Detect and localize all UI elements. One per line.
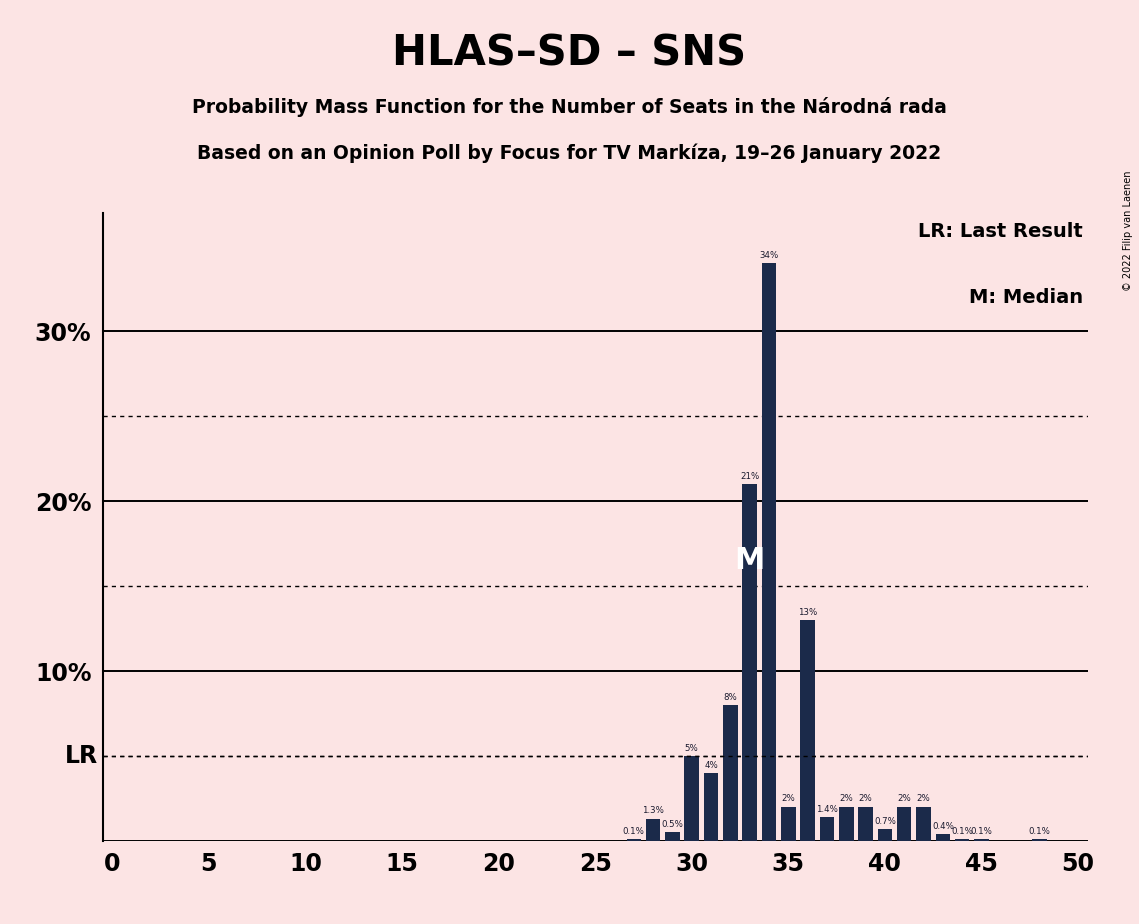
Text: M: Median: M: Median xyxy=(968,288,1083,307)
Text: HLAS–SD – SNS: HLAS–SD – SNS xyxy=(393,32,746,74)
Bar xyxy=(935,834,950,841)
Text: 5%: 5% xyxy=(685,744,698,752)
Text: 0.1%: 0.1% xyxy=(970,827,992,835)
Text: 0.7%: 0.7% xyxy=(874,817,896,825)
Text: 21%: 21% xyxy=(740,472,760,480)
Text: 34%: 34% xyxy=(760,251,779,260)
Bar xyxy=(839,807,853,841)
Bar xyxy=(704,772,719,841)
Bar xyxy=(723,705,738,841)
Text: 0.4%: 0.4% xyxy=(932,821,953,831)
Text: 2%: 2% xyxy=(839,795,853,804)
Text: 0.1%: 0.1% xyxy=(623,827,645,835)
Bar xyxy=(646,819,661,841)
Text: 4%: 4% xyxy=(704,760,718,770)
Text: © 2022 Filip van Laenen: © 2022 Filip van Laenen xyxy=(1123,171,1133,291)
Text: 2%: 2% xyxy=(859,795,872,804)
Text: Based on an Opinion Poll by Focus for TV Markíza, 19–26 January 2022: Based on an Opinion Poll by Focus for TV… xyxy=(197,143,942,163)
Text: LR: LR xyxy=(65,744,98,768)
Bar xyxy=(801,620,814,841)
Bar xyxy=(626,839,641,841)
Bar xyxy=(743,484,757,841)
Bar xyxy=(954,839,969,841)
Bar xyxy=(916,807,931,841)
Text: 1.3%: 1.3% xyxy=(642,807,664,815)
Bar xyxy=(781,807,795,841)
Bar xyxy=(878,829,892,841)
Bar xyxy=(974,839,989,841)
Bar xyxy=(859,807,872,841)
Bar xyxy=(898,807,911,841)
Text: 2%: 2% xyxy=(917,795,931,804)
Text: 0.1%: 0.1% xyxy=(951,827,973,835)
Text: 0.5%: 0.5% xyxy=(662,820,683,829)
Bar xyxy=(820,817,834,841)
Text: 8%: 8% xyxy=(723,693,737,701)
Bar xyxy=(685,756,699,841)
Bar xyxy=(1032,839,1047,841)
Text: 2%: 2% xyxy=(781,795,795,804)
Text: M: M xyxy=(735,546,765,575)
Text: LR: Last Result: LR: Last Result xyxy=(918,222,1083,241)
Text: 13%: 13% xyxy=(798,608,818,616)
Text: Probability Mass Function for the Number of Seats in the Národná rada: Probability Mass Function for the Number… xyxy=(192,97,947,117)
Bar xyxy=(762,263,777,841)
Text: 2%: 2% xyxy=(898,795,911,804)
Bar xyxy=(665,833,680,841)
Text: 0.1%: 0.1% xyxy=(1029,827,1050,835)
Text: 1.4%: 1.4% xyxy=(816,805,838,814)
